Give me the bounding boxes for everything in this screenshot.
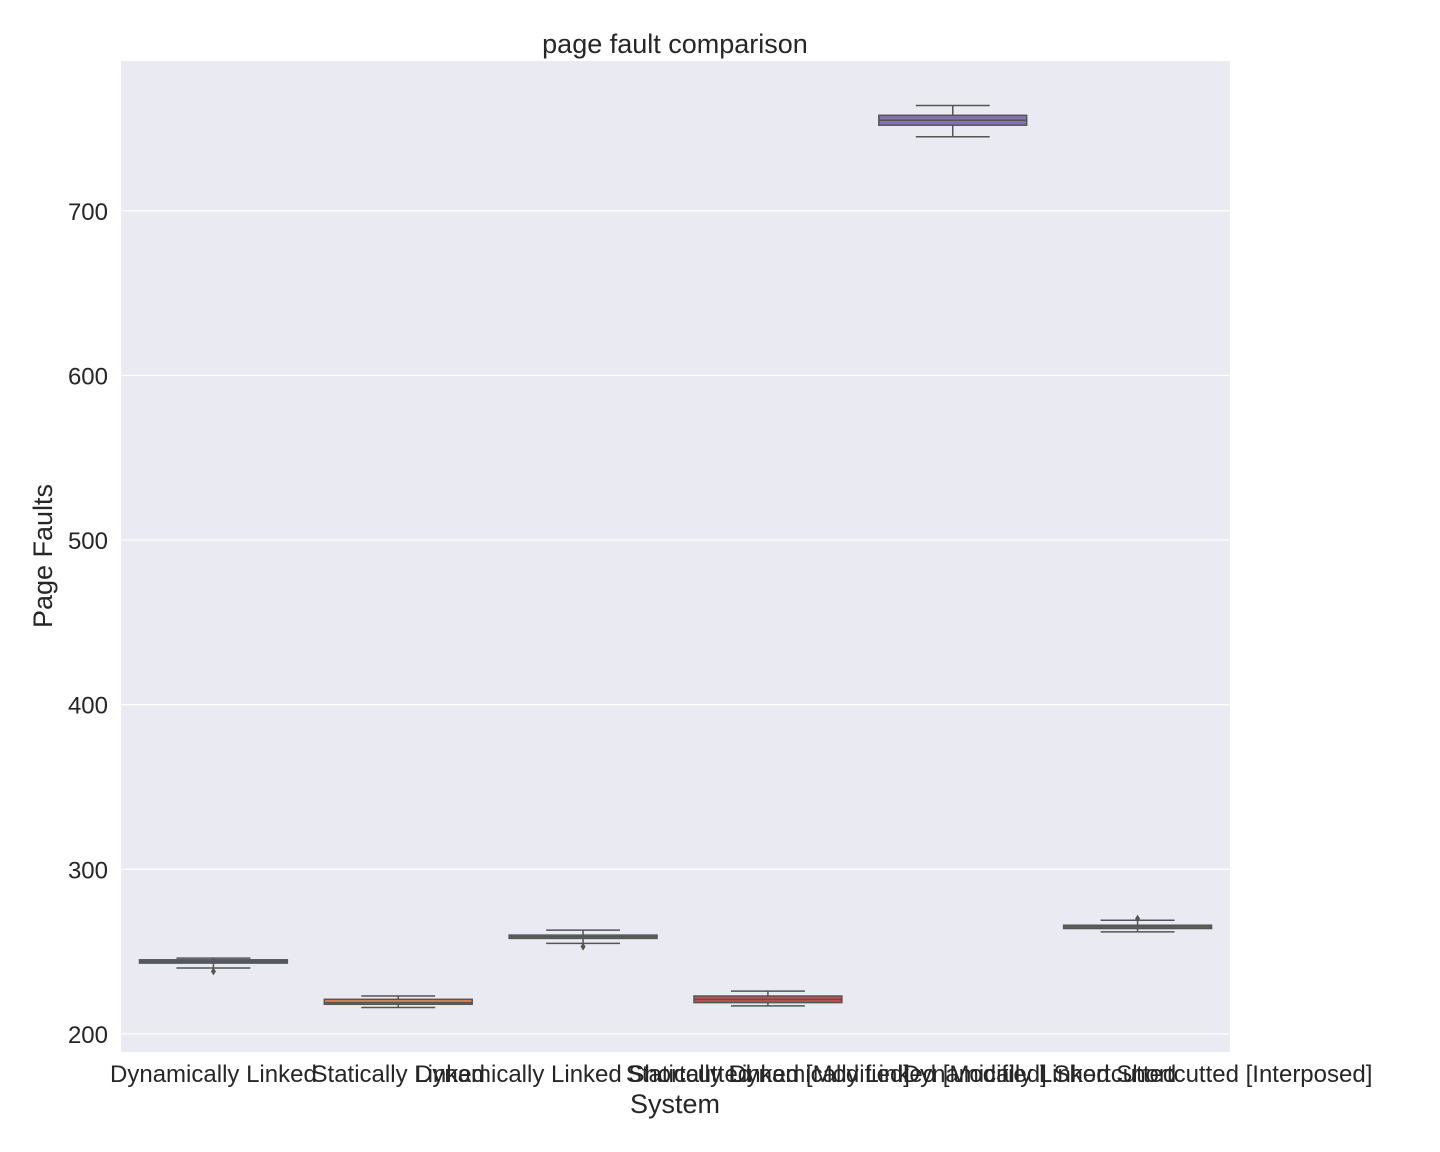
chart-title: page fault comparison [542, 29, 808, 59]
boxes [138, 104, 1213, 1009]
box-iqr [323, 998, 473, 1006]
y-tick-label: 300 [68, 857, 108, 884]
plot-background [121, 61, 1230, 1052]
x-tick-label: Dynamically Linked [Modified] Shortcutte… [729, 1061, 1176, 1088]
x-tick-label: Dynamically Linked [110, 1061, 317, 1088]
y-tick-label: 700 [68, 199, 108, 226]
x-tick-label: Statically Linked [Modified] [626, 1061, 910, 1088]
outlier-point [580, 942, 586, 951]
box-2 [323, 995, 473, 1009]
box-5 [878, 104, 1028, 138]
outlier-point [1135, 914, 1141, 923]
y-tick-label: 400 [68, 693, 108, 720]
box-1 [138, 957, 289, 976]
y-tick-label: 500 [68, 528, 108, 555]
gridlines [121, 210, 1230, 1035]
x-tick-label: Statically Linked [312, 1061, 485, 1088]
y-tick-label: 600 [68, 363, 108, 390]
y-axis-label: Page Faults [28, 484, 58, 628]
x-tick-label: Dynamically Linked Shortcutted [415, 1061, 751, 1088]
x-axis-label: System [630, 1089, 720, 1119]
y-tick-labels: 200 300 400 500 600 700 [68, 199, 108, 1049]
outlier-point [210, 967, 216, 976]
y-tick-label: 200 [68, 1022, 108, 1049]
box-3 [508, 929, 658, 951]
x-tick-label: Dynamically Linked Shortcutted [Interpos… [903, 1061, 1373, 1088]
box-4 [693, 990, 843, 1007]
box-6 [1062, 914, 1213, 933]
